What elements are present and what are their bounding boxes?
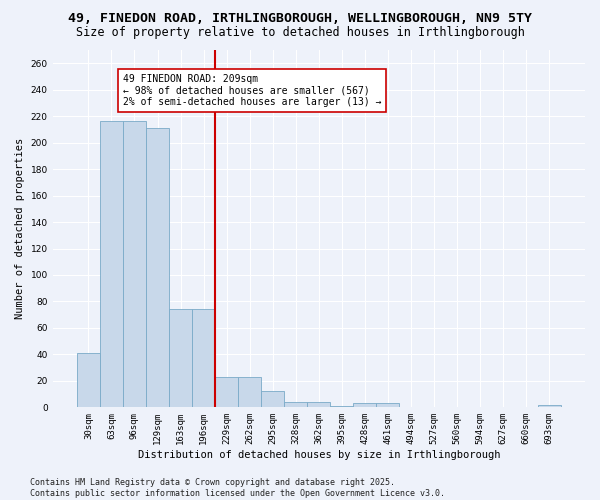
Bar bbox=[123, 122, 146, 408]
Bar bbox=[284, 402, 307, 407]
Y-axis label: Number of detached properties: Number of detached properties bbox=[15, 138, 25, 320]
Text: 49 FINEDON ROAD: 209sqm
← 98% of detached houses are smaller (567)
2% of semi-de: 49 FINEDON ROAD: 209sqm ← 98% of detache… bbox=[123, 74, 382, 107]
Bar bbox=[100, 122, 123, 408]
Bar bbox=[353, 404, 376, 407]
Bar bbox=[169, 310, 192, 408]
Text: Size of property relative to detached houses in Irthlingborough: Size of property relative to detached ho… bbox=[76, 26, 524, 39]
Bar bbox=[192, 310, 215, 408]
X-axis label: Distribution of detached houses by size in Irthlingborough: Distribution of detached houses by size … bbox=[137, 450, 500, 460]
Bar bbox=[307, 402, 331, 407]
Bar bbox=[238, 377, 261, 408]
Bar bbox=[146, 128, 169, 407]
Bar bbox=[538, 404, 561, 407]
Bar bbox=[215, 377, 238, 408]
Text: Contains HM Land Registry data © Crown copyright and database right 2025.
Contai: Contains HM Land Registry data © Crown c… bbox=[30, 478, 445, 498]
Bar bbox=[77, 353, 100, 408]
Bar bbox=[376, 404, 400, 407]
Bar bbox=[261, 392, 284, 407]
Bar bbox=[331, 406, 353, 407]
Text: 49, FINEDON ROAD, IRTHLINGBOROUGH, WELLINGBOROUGH, NN9 5TY: 49, FINEDON ROAD, IRTHLINGBOROUGH, WELLI… bbox=[68, 12, 532, 26]
